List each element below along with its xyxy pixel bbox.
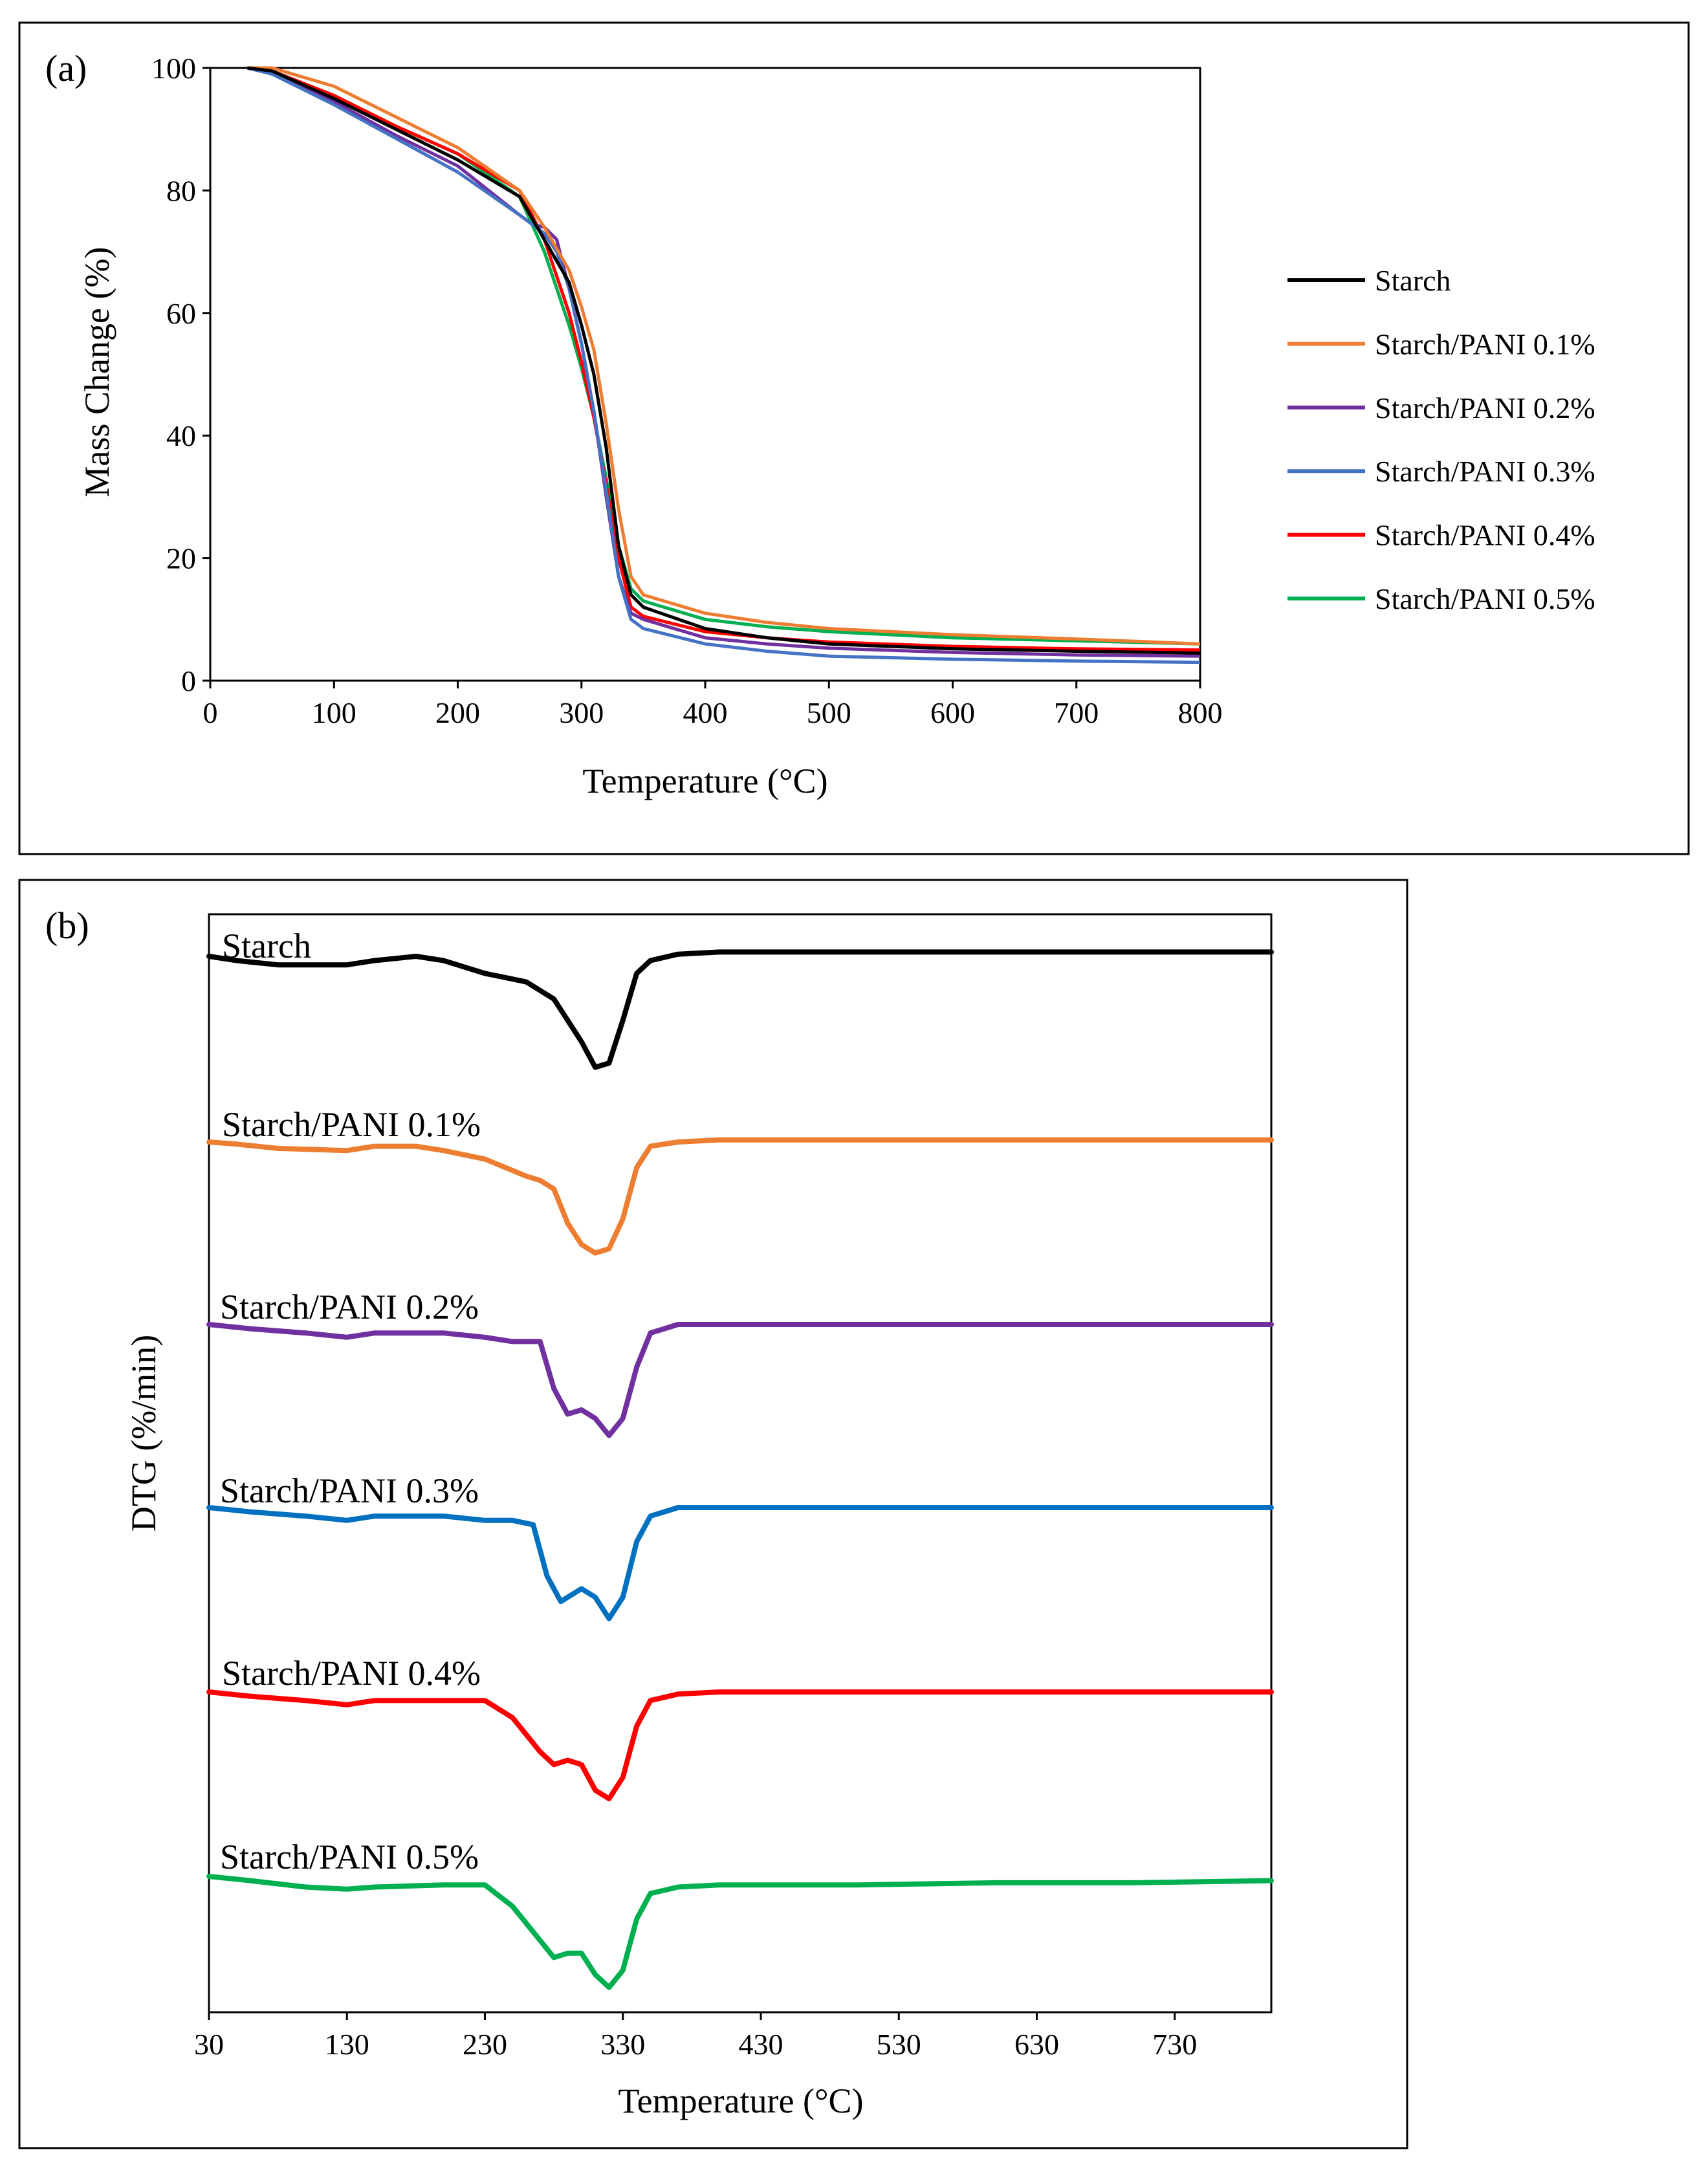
x-tick-label-b: 30: [194, 2028, 224, 2061]
x-tick-label-a: 500: [807, 696, 851, 729]
series-label-b-3: Starch/PANI 0.3%: [220, 1471, 479, 1510]
legend-label-a-5: Starch/PANI 0.5%: [1375, 582, 1595, 615]
legend-label-a-3: Starch/PANI 0.3%: [1375, 455, 1595, 488]
series-line-b-2: [206, 1322, 1274, 1438]
legend-label-a-1: Starch/PANI 0.1%: [1375, 327, 1595, 360]
series-line-b-3: [206, 1505, 1274, 1621]
panel-b-border: [18, 879, 1408, 2149]
x-tick-label-b: 130: [325, 2028, 369, 2061]
x-tick-label-a: 600: [930, 696, 975, 729]
series-line-a-5: [247, 66, 1201, 646]
plot-area-b: [208, 913, 1273, 2014]
x-tick-label-a: 200: [435, 696, 480, 729]
series-line-a-0: [247, 66, 1201, 655]
x-tick-label-a: 100: [312, 696, 356, 729]
y-axis-label-b: DTG (%/min): [124, 1335, 163, 1532]
legend-label-a-2: Starch/PANI 0.2%: [1375, 391, 1595, 424]
legend-label-a-4: Starch/PANI 0.4%: [1375, 519, 1595, 552]
x-axis-label-a: Temperature (°C): [582, 762, 827, 800]
x-tick-label-b: 730: [1152, 2028, 1197, 2061]
x-axis-ticks-a: 0 100 200 300 400 500 600 700 800: [203, 681, 1223, 729]
y-tick-label-a: 80: [166, 174, 196, 207]
x-tick-label-a: 400: [683, 696, 728, 729]
x-axis-label-b: Temperature (°C): [618, 2081, 863, 2120]
y-tick-label-a: 20: [166, 542, 196, 575]
legend-a: Starch Starch/PANI 0.1% Starch/PANI 0.2% St…: [1287, 264, 1595, 615]
x-tick-label-b: 530: [877, 2028, 921, 2061]
series-label-b-2: Starch/PANI 0.2%: [220, 1288, 479, 1326]
series-line-b-0: [206, 949, 1274, 1070]
panel-a-label: (a): [45, 47, 87, 89]
series-label-b-0: Starch: [222, 927, 311, 965]
series-line-a-4: [247, 66, 1201, 652]
series-label-b-1: Starch/PANI 0.1%: [222, 1105, 481, 1144]
x-tick-label-b: 430: [738, 2028, 783, 2061]
x-axis-ticks-b: 30 130 230 330 430 530 630 730: [194, 2012, 1197, 2061]
x-tick-label-a: 300: [559, 696, 604, 729]
x-tick-label-a: 700: [1054, 696, 1099, 729]
y-tick-label-a: 0: [181, 664, 196, 697]
panel-a: (a) 0 100 200 300 400 500 600 700 800 0 20 40 60 80 1…: [18, 21, 1690, 855]
series-label-b-4: Starch/PANI 0.4%: [222, 1654, 481, 1693]
series-line-a-1: [247, 66, 1201, 646]
x-tick-label-b: 630: [1014, 2028, 1059, 2061]
x-tick-label-b: 330: [600, 2028, 645, 2061]
series-line-b-5: [206, 1874, 1274, 1990]
y-tick-label-a: 60: [166, 297, 196, 330]
y-axis-ticks-a: 0 20 40 60 80 100: [151, 52, 210, 697]
y-axis-label-a: Mass Change (%): [78, 247, 116, 498]
panel-a-border: [18, 21, 1690, 855]
series-line-b-4: [206, 1689, 1274, 1801]
series-line-a-2: [246, 66, 1201, 658]
plot-area-a: [209, 67, 1201, 682]
y-tick-label-a: 100: [151, 52, 196, 85]
panel-b: (b) 30 130 230 330 430 530 630 730 StarchStarch…: [18, 879, 1408, 2149]
series-lines-a: [246, 66, 1201, 664]
x-tick-label-a: 800: [1178, 696, 1223, 729]
y-tick-label-a: 40: [166, 419, 196, 452]
series-line-b-1: [206, 1137, 1274, 1256]
series-labels-b: Starch Starch/PANI 0.1% Starch/PANI 0.2% St…: [220, 927, 481, 1876]
series-line-a-3: [246, 66, 1201, 664]
series-label-b-5: Starch/PANI 0.5%: [220, 1838, 479, 1876]
legend-label-a-0: Starch: [1375, 264, 1451, 297]
panel-b-label: (b): [45, 905, 89, 947]
series-lines-b: [206, 949, 1274, 1990]
x-tick-label-a: 0: [203, 696, 218, 729]
x-tick-label-b: 230: [463, 2028, 507, 2061]
